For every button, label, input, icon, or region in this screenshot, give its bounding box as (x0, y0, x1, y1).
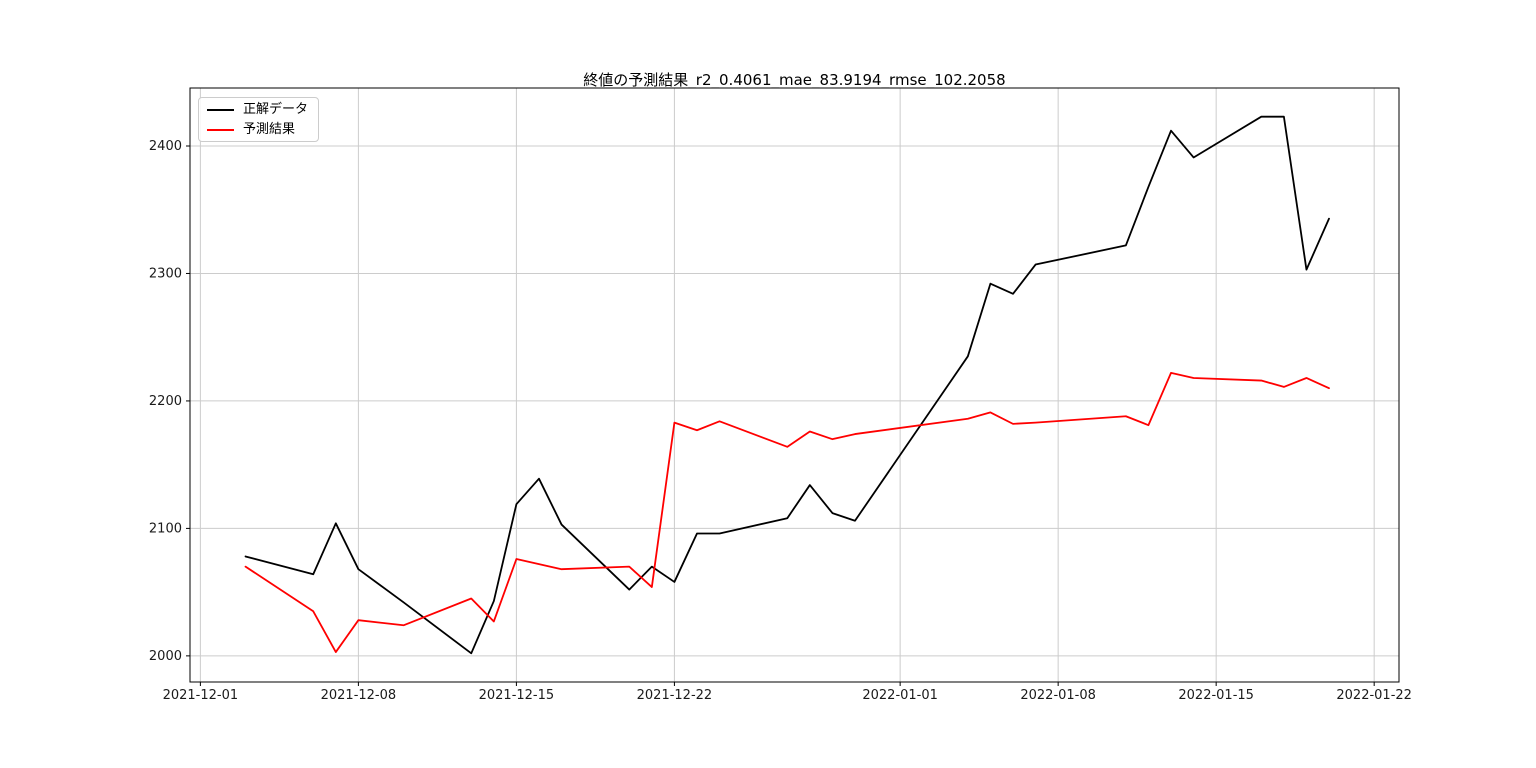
x-tick-label: 2022-01-08 (1020, 688, 1096, 703)
y-tick-label: 2300 (149, 266, 182, 281)
legend-label-prediction: 予測結果 (243, 122, 296, 137)
legend: 正解データ 予測結果 (198, 97, 320, 142)
y-tick-label: 2200 (149, 394, 182, 409)
x-tick-label: 2022-01-15 (1178, 688, 1254, 703)
y-tick-label: 2000 (149, 649, 182, 664)
prediction-line (244, 371, 1330, 653)
x-tick-label: 2021-12-08 (321, 688, 397, 703)
y-tick-label: 2400 (149, 139, 182, 154)
x-tick-label: 2021-12-22 (637, 688, 713, 703)
actual-line-sample-icon (207, 108, 234, 111)
x-tick-label: 2021-12-15 (479, 688, 555, 703)
prediction-line-sample-icon (207, 128, 234, 131)
legend-label-actual: 正解データ (243, 102, 309, 117)
x-tick-label: 2022-01-01 (862, 688, 938, 703)
actual-line (244, 115, 1330, 655)
chart-title: 終値の予測結果_r2_0.4061_mae_83.9194_rmse_102.2… (583, 71, 1006, 89)
axes-border (189, 87, 1400, 683)
y-tick-label: 2100 (149, 521, 182, 536)
legend-entry-prediction: 予測結果 (207, 122, 308, 137)
x-tick-label: 2022-01-22 (1336, 688, 1412, 703)
legend-entry-actual: 正解データ (207, 102, 308, 117)
x-tick-label: 2021-12-01 (163, 688, 239, 703)
